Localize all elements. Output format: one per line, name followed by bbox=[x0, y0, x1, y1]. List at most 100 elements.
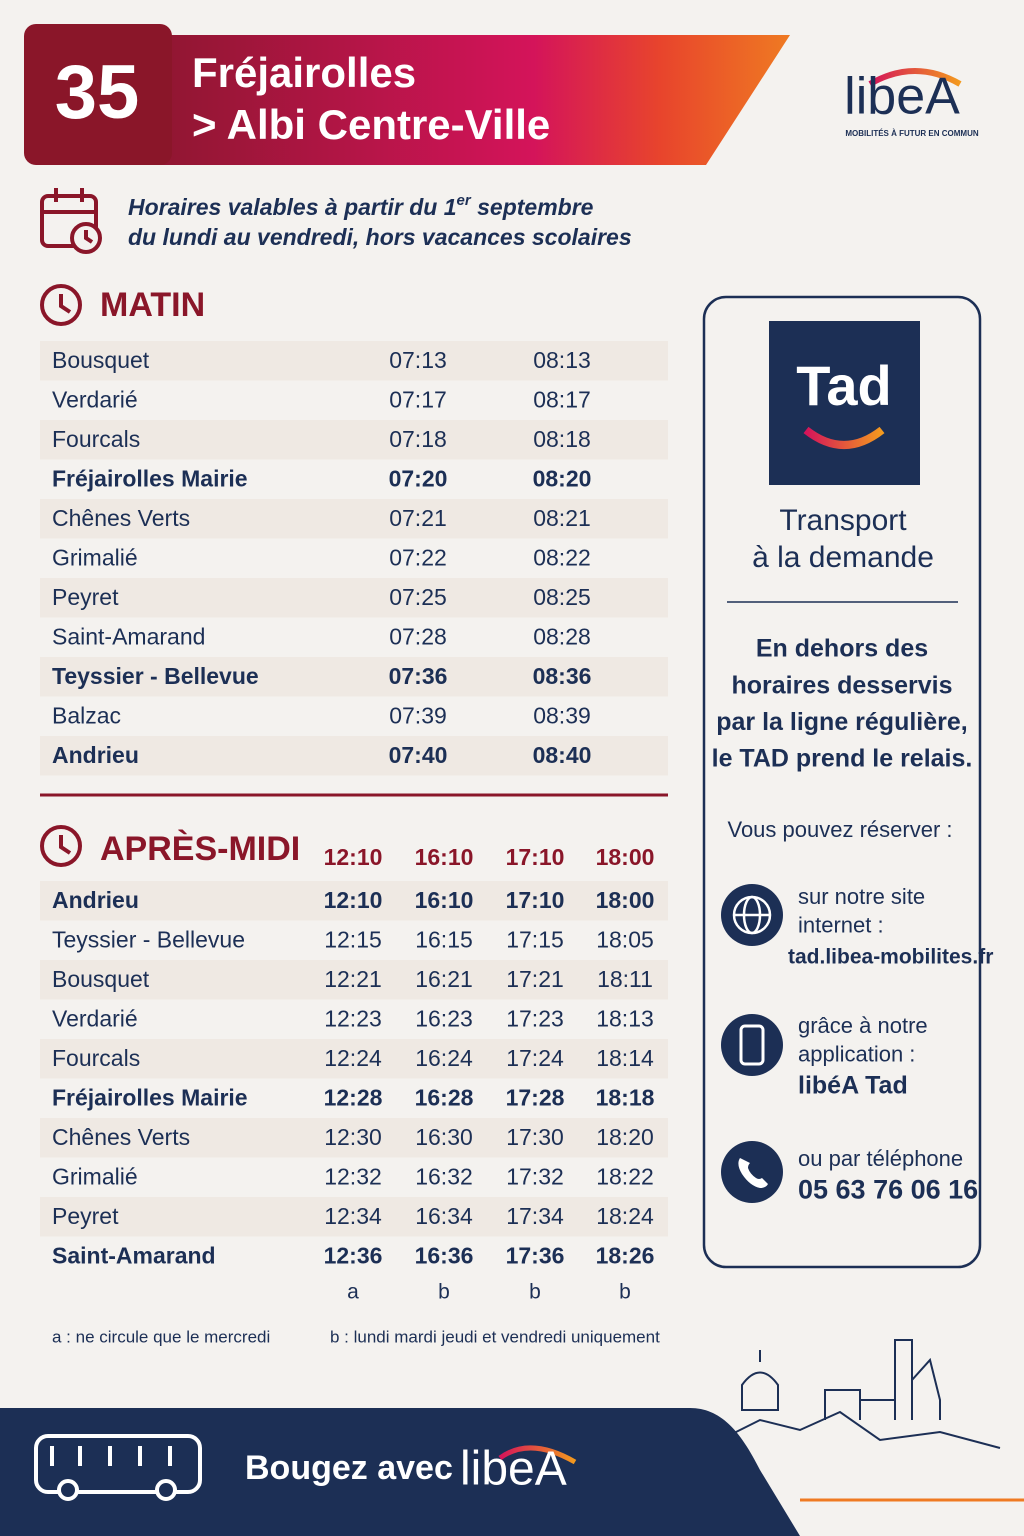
validity-text: Horaires valables à partir du 1 bbox=[128, 194, 457, 220]
time: 18:20 bbox=[596, 1124, 654, 1150]
time: 07:36 bbox=[389, 663, 448, 689]
tad-title: Transport bbox=[779, 504, 907, 537]
row-shade bbox=[40, 960, 668, 1000]
route-destination: > Albi Centre-Ville bbox=[192, 101, 550, 148]
time: 17:24 bbox=[506, 1045, 564, 1071]
tad-reserve: Vous pouvez réserver : bbox=[727, 817, 952, 842]
time: 07:13 bbox=[389, 347, 447, 373]
time: 17:36 bbox=[506, 1242, 565, 1268]
time: 12:15 bbox=[324, 926, 382, 952]
stop-name: Balzac bbox=[52, 702, 121, 728]
tad-option-highlight: tad.libea-mobilites.fr bbox=[788, 946, 993, 969]
time: 18:00 bbox=[596, 887, 655, 913]
time: 17:15 bbox=[506, 926, 564, 952]
time: 08:25 bbox=[533, 584, 591, 610]
time: 16:28 bbox=[415, 1084, 474, 1110]
calendar-icon bbox=[40, 188, 102, 254]
logo-tagline: MOBILITÉS À FUTUR EN COMMUN bbox=[845, 129, 979, 138]
departure-header: 17:10 bbox=[506, 844, 565, 870]
time: 12:21 bbox=[324, 966, 382, 992]
row-shade bbox=[40, 341, 668, 381]
footer-text: Bougez avec bbox=[245, 1449, 453, 1487]
time: 17:23 bbox=[506, 1005, 564, 1031]
time: 07:18 bbox=[389, 426, 447, 452]
time: 07:28 bbox=[389, 623, 447, 649]
line-number: 35 bbox=[55, 50, 140, 135]
time: 16:36 bbox=[415, 1242, 474, 1268]
stop-name: Andrieu bbox=[52, 887, 139, 913]
stop-name: Teyssier - Bellevue bbox=[52, 663, 259, 689]
stop-name: Grimalié bbox=[52, 1163, 138, 1189]
tad-description: En dehors des horaires desservis par la li… bbox=[712, 635, 973, 773]
stop-name: Fourcals bbox=[52, 1045, 140, 1071]
time: 12:28 bbox=[324, 1084, 383, 1110]
tad-option-highlight: 05 63 76 06 16 bbox=[798, 1175, 978, 1205]
time: 12:34 bbox=[324, 1203, 382, 1229]
stop-name: Bousquet bbox=[52, 966, 150, 992]
time: 12:24 bbox=[324, 1045, 382, 1071]
footnote: b : lundi mardi jeudi et vendredi unique… bbox=[330, 1327, 660, 1346]
tad-option-text: application : bbox=[798, 1041, 915, 1066]
afternoon-title: APRÈS-MIDI bbox=[100, 830, 300, 868]
time: 17:34 bbox=[506, 1203, 564, 1229]
tad-logo-box bbox=[769, 321, 920, 485]
time: 18:05 bbox=[596, 926, 654, 952]
time: 17:32 bbox=[506, 1163, 564, 1189]
time: 18:22 bbox=[596, 1163, 654, 1189]
time: 18:11 bbox=[597, 966, 653, 992]
footer-logo: libeA bbox=[460, 1443, 567, 1496]
time: 08:28 bbox=[533, 623, 591, 649]
time: 07:22 bbox=[389, 544, 447, 570]
time: 16:30 bbox=[415, 1124, 473, 1150]
note-ref: b bbox=[529, 1281, 541, 1304]
stop-name: Verdarié bbox=[52, 1005, 138, 1031]
time: 16:23 bbox=[415, 1005, 473, 1031]
footnote: a : ne circule que le mercredi bbox=[52, 1327, 270, 1346]
stop-name: Teyssier - Bellevue bbox=[52, 926, 245, 952]
tad-logo: Tad bbox=[796, 354, 891, 417]
time: 17:10 bbox=[506, 887, 565, 913]
validity-line-1: Horaires valables à partir du 1er septem… bbox=[128, 192, 594, 220]
time: 16:32 bbox=[415, 1163, 473, 1189]
stop-name: Grimalié bbox=[52, 544, 138, 570]
time: 07:20 bbox=[389, 465, 448, 491]
time: 08:36 bbox=[533, 663, 592, 689]
time: 07:21 bbox=[389, 505, 447, 531]
time: 07:17 bbox=[389, 386, 447, 412]
stop-name: Verdarié bbox=[52, 386, 138, 412]
time: 12:32 bbox=[324, 1163, 382, 1189]
telephone-icon bbox=[721, 1141, 783, 1203]
row-shade bbox=[40, 1197, 668, 1237]
phone-app-icon bbox=[721, 1014, 783, 1076]
tad-option-text: internet : bbox=[798, 912, 884, 937]
line-badge bbox=[24, 24, 172, 165]
stop-name: Fourcals bbox=[52, 426, 140, 452]
time: 12:30 bbox=[324, 1124, 382, 1150]
time: 17:30 bbox=[506, 1124, 564, 1150]
bus-icon bbox=[34, 1434, 202, 1501]
clock-icon bbox=[40, 825, 82, 867]
tad-description-line: le TAD prend le relais. bbox=[712, 745, 973, 773]
header-banner bbox=[150, 35, 790, 165]
time: 12:36 bbox=[324, 1242, 383, 1268]
stop-name: Chênes Verts bbox=[52, 505, 190, 531]
departure-header: 12:10 bbox=[324, 844, 383, 870]
albi-skyline bbox=[699, 1339, 1001, 1451]
route-origin: Fréjairolles bbox=[192, 49, 416, 96]
globe-icon bbox=[721, 884, 783, 946]
time: 08:17 bbox=[533, 386, 591, 412]
row-shade bbox=[40, 420, 668, 460]
time: 08:22 bbox=[533, 544, 591, 570]
time: 18:18 bbox=[596, 1084, 655, 1110]
stop-name: Peyret bbox=[52, 584, 119, 610]
time: 16:24 bbox=[415, 1045, 473, 1071]
row-shade bbox=[40, 736, 668, 776]
stop-name: Bousquet bbox=[52, 347, 150, 373]
timetables: Bousquet 07:13 08:13 Verdarié 07:17 08:17 Four… bbox=[40, 341, 668, 1346]
time: 12:10 bbox=[324, 887, 383, 913]
time: 18:26 bbox=[596, 1242, 655, 1268]
time: 08:39 bbox=[533, 702, 591, 728]
logo: libeA bbox=[844, 68, 960, 126]
